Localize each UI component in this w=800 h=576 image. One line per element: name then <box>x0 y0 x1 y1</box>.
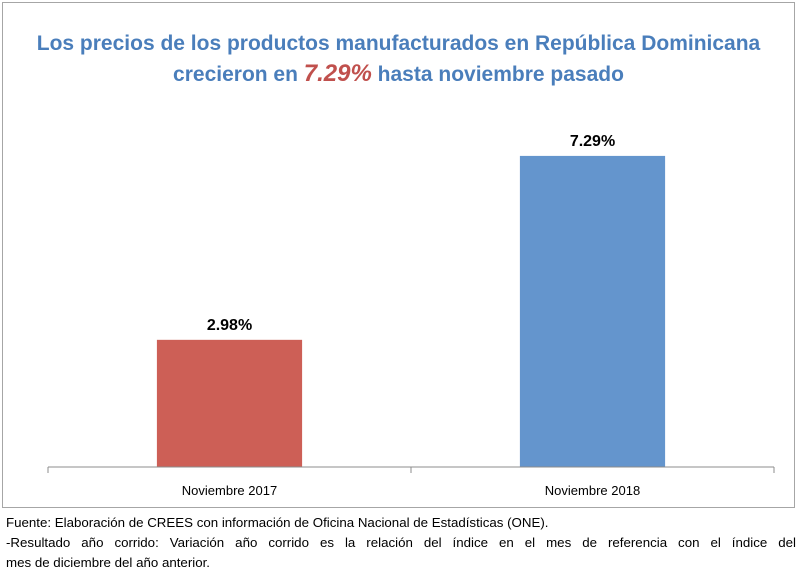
bar-chart: 2.98% Noviembre 2017 7.29% Noviembre 2018 <box>47 133 775 498</box>
bar-2017 <box>156 339 303 467</box>
x-axis-ticks <box>47 467 775 473</box>
footnote-note-line1: -Resultado año corrido: Variación año co… <box>6 535 796 550</box>
chart-title-highlight: 7.29% <box>303 60 372 87</box>
chart-title-line2: crecieron en 7.29% hasta noviembre pasad… <box>3 59 794 90</box>
footnotes: Fuente: Elaboración de CREES con informa… <box>6 513 796 573</box>
chart-title: Los precios de los productos manufactura… <box>3 29 794 90</box>
x-tick-label-2017: Noviembre 2017 <box>182 483 277 498</box>
chart-title-line1: Los precios de los productos manufactura… <box>36 32 761 55</box>
labels-layer: 2.98% Noviembre 2017 7.29% Noviembre 2018 <box>182 133 640 498</box>
footnote-source: Fuente: Elaboración de CREES con informa… <box>6 515 549 530</box>
bars-layer <box>156 155 666 467</box>
bar-2018 <box>519 155 666 467</box>
chart-title-line2-prefix: crecieron en <box>173 63 304 86</box>
x-tick-label-2018: Noviembre 2018 <box>545 483 640 498</box>
chart-title-line2-suffix: hasta noviembre pasado <box>371 63 624 86</box>
data-label-2018: 7.29% <box>570 133 615 150</box>
data-label-2017: 2.98% <box>207 317 252 334</box>
footnote-note-line2: mes de diciembre del año anterior. <box>6 555 210 570</box>
